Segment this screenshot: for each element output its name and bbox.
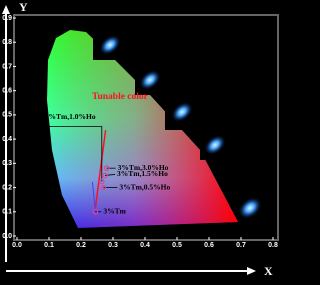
- chart: X Y Tunable color 0.0 0.1 0.2 0.3 0.4 0.5 0.6 0…: [2, 0, 279, 278]
- y-arrowhead: [2, 5, 10, 14]
- annotation: Tunable color: [92, 92, 149, 102]
- cie-locus-red: [47, 30, 238, 228]
- point: [92, 208, 99, 215]
- point-label: 3%Tm: [103, 206, 126, 215]
- x-axis-label: X: [264, 264, 273, 278]
- y-tick-label: 0.0: [2, 233, 12, 240]
- x-arrowhead: [247, 267, 256, 275]
- inset-glow: [238, 197, 262, 219]
- y-axis-label: Y: [19, 0, 28, 14]
- inset-glow: [139, 70, 161, 90]
- x-tick-label: 0.7: [236, 242, 246, 249]
- x-tick-label: 0.1: [44, 242, 54, 249]
- x-tick-label: 0.6: [204, 242, 214, 249]
- point-label: 3%Tm,1.0%Ho: [45, 112, 96, 121]
- y-tick-label: 0.7: [2, 63, 12, 70]
- y-tick-label: 0.4: [2, 136, 12, 143]
- point: [102, 172, 108, 179]
- x-tick-label: 0.2: [76, 242, 86, 249]
- y-tick-label: 0.9: [2, 15, 12, 22]
- point-label: 3%Tm,0.5%Ho: [119, 182, 170, 191]
- x-tick-label: 0.8: [268, 242, 278, 249]
- inset-glow: [204, 135, 226, 155]
- y-tick-label: 0.5: [2, 112, 12, 119]
- x-tick-label: 0.0: [12, 242, 22, 249]
- y-tick-label: 0.8: [2, 39, 12, 46]
- point-label: 3%Tm,3.0%Ho: [118, 163, 169, 172]
- x-tick-label: 0.3: [108, 242, 118, 249]
- point: [99, 178, 105, 185]
- x-tick-label: 0.5: [172, 242, 182, 249]
- point: [103, 165, 110, 171]
- arrow: [91, 181, 96, 212]
- inset-glow: [171, 102, 193, 122]
- y-tick-label: 0.6: [2, 88, 12, 95]
- point: [100, 184, 107, 191]
- leader-line: [46, 126, 103, 182]
- y-tick-label: 0.3: [2, 160, 12, 167]
- point-label: 3%Tm,1.5%Ho: [117, 169, 168, 178]
- x-tick-label: 0.4: [140, 242, 150, 249]
- y-tick-label: 0.1: [2, 209, 12, 216]
- inset-glow: [99, 35, 121, 55]
- y-tick-label: 0.2: [2, 184, 12, 191]
- arrow: [94, 130, 107, 208]
